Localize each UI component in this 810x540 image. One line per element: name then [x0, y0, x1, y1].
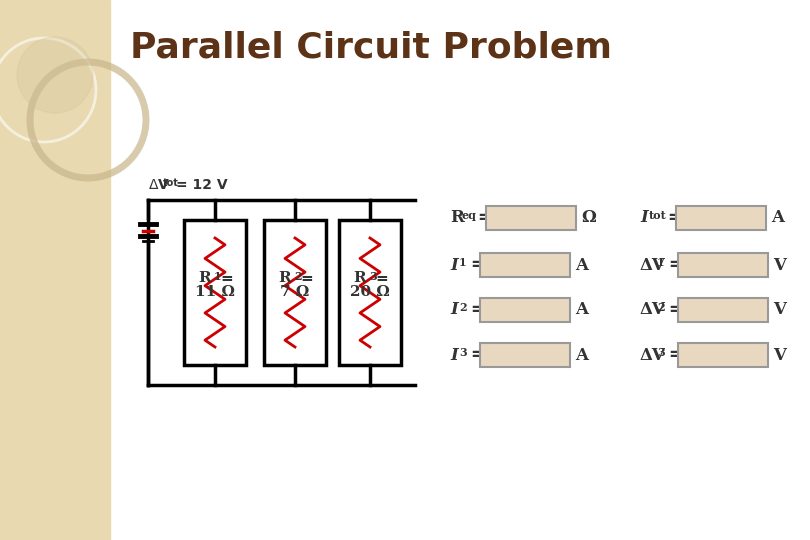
Bar — [678, 253, 768, 277]
Text: I: I — [450, 301, 458, 319]
Bar — [480, 343, 570, 367]
Bar — [480, 298, 570, 322]
Text: A: A — [575, 347, 588, 363]
Text: =: = — [668, 301, 682, 319]
Text: R: R — [198, 272, 211, 286]
Text: eq: eq — [461, 210, 476, 221]
Text: 3: 3 — [657, 347, 665, 358]
Text: $\Delta$V: $\Delta$V — [148, 178, 170, 192]
Bar — [339, 220, 401, 365]
Text: 2: 2 — [459, 302, 467, 313]
Text: ΔV: ΔV — [640, 347, 666, 363]
Text: ΔV: ΔV — [640, 301, 666, 319]
Text: =: = — [375, 271, 388, 286]
Text: I: I — [450, 347, 458, 363]
Bar — [264, 220, 326, 365]
Text: I: I — [450, 256, 458, 273]
Text: ΔV: ΔV — [640, 256, 666, 273]
Text: 3: 3 — [459, 347, 467, 358]
Text: =: = — [668, 346, 682, 364]
Text: V: V — [773, 256, 786, 273]
Text: tot: tot — [649, 210, 667, 221]
Text: =: = — [470, 256, 484, 274]
Text: Parallel Circuit Problem: Parallel Circuit Problem — [130, 31, 612, 65]
Bar — [486, 206, 576, 230]
Text: = 12 V: = 12 V — [176, 178, 228, 192]
Text: Ω: Ω — [581, 210, 596, 226]
Text: V: V — [773, 347, 786, 363]
Text: A: A — [575, 301, 588, 319]
Bar — [184, 220, 246, 365]
Text: =: = — [667, 209, 681, 227]
Bar — [676, 206, 766, 230]
Text: 1: 1 — [459, 257, 467, 268]
Text: A: A — [575, 256, 588, 273]
Text: I: I — [640, 210, 648, 226]
Bar — [678, 298, 768, 322]
Bar — [678, 343, 768, 367]
Text: =: = — [470, 301, 484, 319]
Text: R: R — [279, 272, 291, 286]
Text: R: R — [353, 272, 366, 286]
Text: =: = — [477, 209, 491, 227]
Text: R: R — [450, 210, 464, 226]
Text: 1: 1 — [657, 257, 665, 268]
Text: =: = — [220, 271, 232, 286]
Text: 11 Ω: 11 Ω — [195, 286, 235, 300]
Text: V: V — [773, 301, 786, 319]
Text: 7 Ω: 7 Ω — [280, 286, 309, 300]
Circle shape — [17, 37, 93, 113]
Text: 3: 3 — [369, 271, 377, 281]
Text: =: = — [470, 346, 484, 364]
Bar — [480, 253, 570, 277]
Bar — [0, 0, 110, 540]
Text: A: A — [771, 210, 784, 226]
Text: =: = — [300, 271, 313, 286]
Text: 2: 2 — [657, 302, 665, 313]
Text: 2: 2 — [294, 271, 301, 281]
Text: =: = — [668, 256, 682, 274]
Text: 20 Ω: 20 Ω — [350, 286, 390, 300]
Text: tot: tot — [163, 178, 179, 188]
Text: 1: 1 — [214, 271, 222, 281]
